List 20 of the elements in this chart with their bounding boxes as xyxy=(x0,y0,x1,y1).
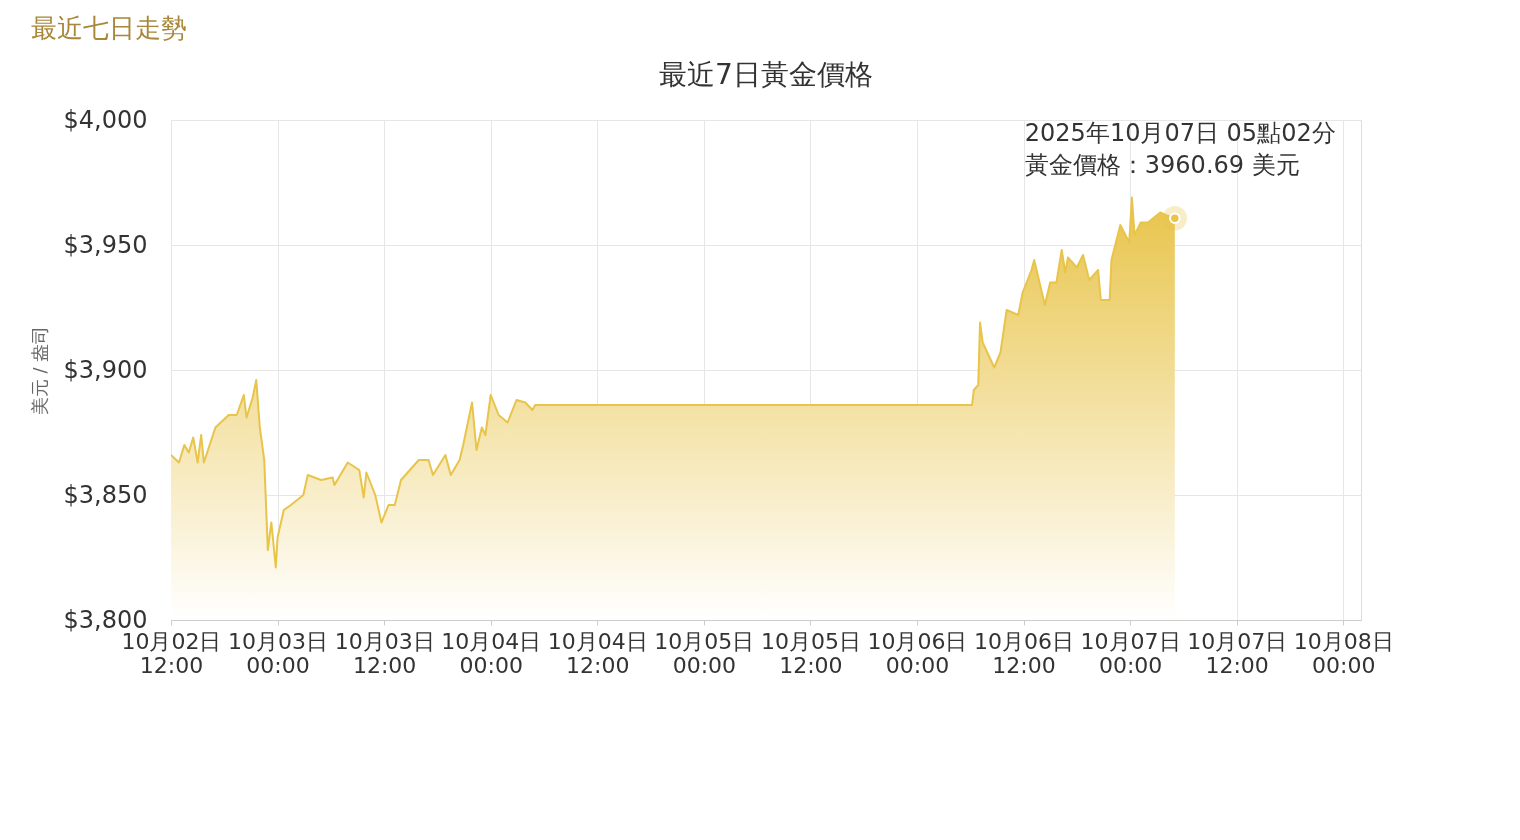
x-tick-label: 10月03日 00:00 xyxy=(228,628,329,678)
y-tick-label: $3,950 xyxy=(63,230,148,259)
annotation: 2025年10月07日 05點02分 xyxy=(1024,119,1336,148)
y-axis-title: 美元 / 盎司 xyxy=(28,325,50,416)
y-tick-label: $3,850 xyxy=(63,480,148,509)
x-tick-label: 10月05日 12:00 xyxy=(760,628,861,678)
x-tick-label: 10月07日 00:00 xyxy=(1080,628,1181,678)
annotation: 黃金價格：3960.69 美元 xyxy=(1024,151,1300,180)
x-tick-label: 10月08日 00:00 xyxy=(1293,628,1394,678)
x-tick-label: 10月03日 12:00 xyxy=(334,628,435,678)
y-tick-label: $3,900 xyxy=(63,355,148,384)
x-tick-label: 10月04日 12:00 xyxy=(547,628,648,678)
x-tick-label: 10月04日 00:00 xyxy=(441,628,542,678)
text: 最近七日走勢 xyxy=(30,12,187,43)
x-tick-label: 10月07日 12:00 xyxy=(1187,628,1288,678)
x-tick-label: 10月06日 00:00 xyxy=(867,628,968,678)
x-tick-label: 10月05日 00:00 xyxy=(654,628,755,678)
y-tick-label: $4,000 xyxy=(63,105,148,134)
x-tick-label: 10月06日 12:00 xyxy=(974,628,1075,678)
chart-title: 最近7日黃金價格 xyxy=(659,58,873,91)
